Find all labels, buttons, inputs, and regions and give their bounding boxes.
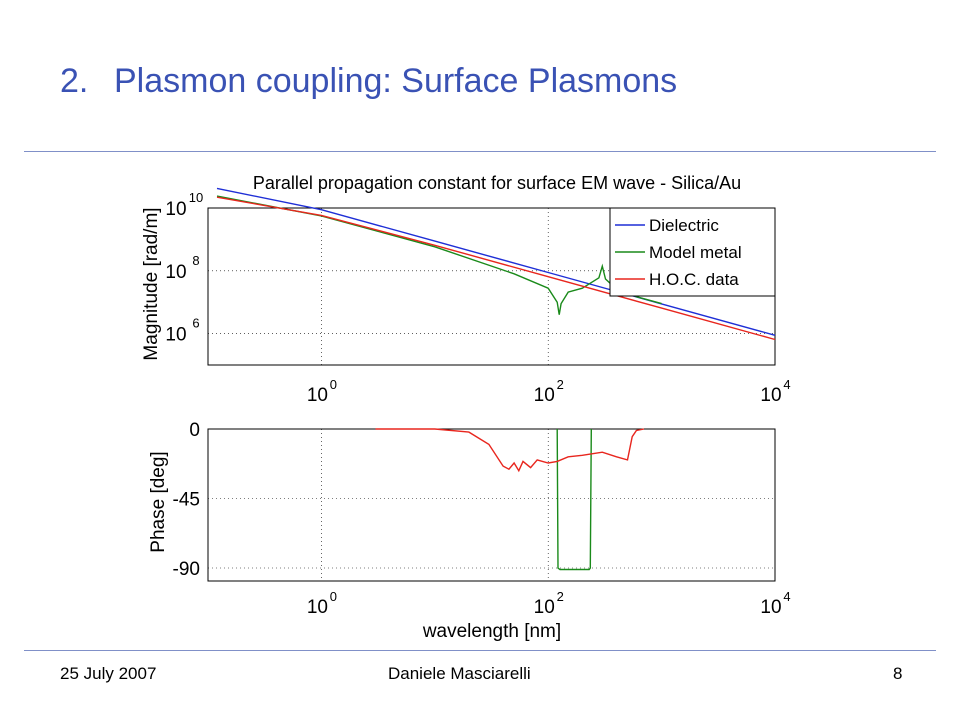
bottom-chart-xlabel: wavelength [nm] (422, 621, 561, 642)
footer-date: 25 July 2007 (60, 664, 157, 683)
top-chart-ylabel: Magnitude [rad/m] (141, 207, 162, 360)
top-y-tick-label: 10 (165, 325, 186, 346)
top-y-tick-exponent: 10 (189, 190, 203, 205)
top-x-tick-label: 10 (307, 385, 328, 406)
bottom-series-model-metal (556, 428, 592, 571)
legend-label: Dielectric (649, 216, 719, 235)
top-y-tick-label: 10 (165, 199, 186, 220)
slide-title-number: 2. (60, 62, 89, 100)
top-series-dielectric (216, 187, 776, 336)
bottom-chart-ylabel: Phase [deg] (148, 451, 169, 552)
bottom-series-h-o-c-data (375, 428, 645, 473)
bottom-plot-frame (207, 428, 776, 582)
top-y-tick-label: 10 (165, 262, 186, 283)
bottom-y-tick-label: 0 (189, 420, 200, 441)
bottom-x-tick-exponent: 4 (783, 589, 790, 604)
top-x-tick-label: 10 (534, 385, 555, 406)
title-divider (24, 151, 936, 152)
slide-title-text: Plasmon coupling: Surface Plasmons (114, 62, 678, 100)
top-y-tick-exponent: 6 (192, 316, 199, 331)
slide-title: 2. Plasmon coupling: Surface Plasmons (60, 62, 677, 101)
bottom-x-tick-exponent: 2 (557, 589, 564, 604)
bottom-x-tick-label: 10 (307, 597, 328, 618)
bottom-y-tick-label: -45 (173, 490, 200, 511)
legend-label: H.O.C. data (649, 270, 739, 289)
top-chart-title: Parallel propagation constant for surfac… (253, 173, 741, 193)
footer-author: Daniele Masciarelli (388, 664, 531, 683)
top-x-tick-exponent: 0 (330, 377, 337, 392)
bottom-x-tick-label: 10 (760, 597, 781, 618)
legend-label: Model metal (649, 243, 742, 262)
bottom-x-tick-label: 10 (534, 597, 555, 618)
top-series-h-o-c-data (216, 196, 776, 341)
bottom-x-tick-exponent: 0 (330, 589, 337, 604)
top-x-tick-exponent: 2 (557, 377, 564, 392)
top-y-tick-exponent: 8 (192, 253, 199, 268)
top-x-tick-label: 10 (760, 385, 781, 406)
top-x-tick-exponent: 4 (783, 377, 790, 392)
bottom-y-tick-label: -90 (173, 559, 200, 580)
footer-divider (24, 650, 936, 651)
footer-page-number: 8 (893, 664, 903, 683)
